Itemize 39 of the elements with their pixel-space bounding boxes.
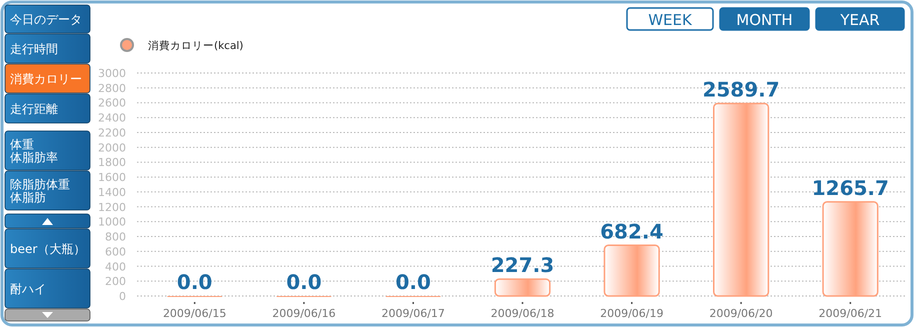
bar [713, 102, 770, 297]
data-label: 227.3 [490, 253, 554, 278]
text: MONTH [736, 11, 793, 29]
y-tick-label: 2200 [98, 126, 126, 140]
y-tick-label: 1400 [98, 186, 126, 199]
x-tick-label: 2009/06/15 [162, 307, 226, 320]
data-label: 0.0 [286, 270, 322, 294]
y-tick-label: 200 [105, 275, 126, 288]
x-tick-label: 2009/06/16 [272, 307, 336, 320]
bar [604, 244, 660, 297]
y-tick-label: 600 [105, 245, 126, 258]
y-tick-label: 400 [105, 260, 126, 274]
text: WEEK [648, 11, 693, 29]
data-label: 0.0 [176, 270, 212, 294]
y-tick-label: 1800 [98, 156, 126, 170]
side-menu: 今日のデータ 走行時間 消費カロリー 走行距離 体重 体脂肪率 除脂肪体重 体脂肪 beer（大瓶） 酎ハイ [4, 4, 90, 308]
data-label: 1265.7 [812, 176, 889, 200]
y-tick-label: 2000 [98, 141, 126, 154]
data-label: 0.0 [395, 270, 431, 294]
x-tick-label: 2009/06/20 [709, 307, 773, 320]
x-tick-label: 2009/06/18 [490, 307, 554, 320]
x-tick-label: 2009/06/19 [600, 307, 664, 320]
bar [494, 278, 551, 297]
legend-label: 消費カロリー(kcal) [148, 39, 244, 52]
y-tick-label: 2600 [98, 96, 126, 110]
data-label: 682.4 [600, 219, 664, 244]
y-tick-label: 2800 [98, 82, 126, 95]
text: YEAR [839, 11, 880, 29]
y-tick-label: 1000 [98, 216, 126, 229]
data-label: 2589.7 [702, 78, 780, 102]
bar [822, 201, 878, 297]
y-tick-label: 3000 [98, 67, 126, 80]
y-tick-label: 800 [105, 230, 126, 244]
x-tick-label: 2009/06/17 [382, 307, 445, 320]
x-tick-label: 2009/06/21 [818, 307, 882, 320]
y-tick-label: 1200 [98, 200, 126, 214]
y-tick-label: 1600 [98, 171, 126, 184]
y-tick-label: 0 [119, 290, 126, 303]
y-tick-label: 2400 [98, 112, 126, 125]
